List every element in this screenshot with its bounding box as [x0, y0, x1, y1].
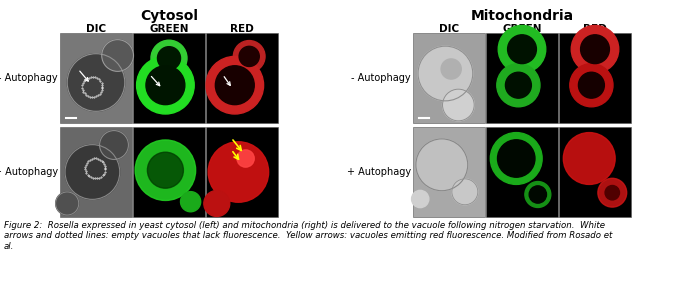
Text: RED: RED: [230, 24, 254, 34]
Circle shape: [65, 145, 120, 199]
Circle shape: [571, 26, 619, 73]
Text: DIC: DIC: [439, 24, 459, 34]
Text: GREEN: GREEN: [503, 24, 542, 34]
Circle shape: [416, 139, 468, 191]
Bar: [559, 33, 631, 123]
Circle shape: [570, 64, 613, 107]
Circle shape: [204, 191, 230, 216]
Text: + Autophagy: + Autophagy: [347, 167, 411, 177]
Circle shape: [135, 140, 196, 200]
Text: Mitochondria: Mitochondria: [470, 9, 574, 23]
Circle shape: [146, 66, 185, 105]
Circle shape: [206, 56, 264, 114]
Circle shape: [233, 41, 265, 72]
Text: + Autophagy: + Autophagy: [0, 167, 58, 177]
Text: Cytosol: Cytosol: [140, 9, 198, 23]
Text: Figure 2:  Rosella expressed in yeast cytosol (left) and mitochondria (right) is: Figure 2: Rosella expressed in yeast cyt…: [4, 221, 612, 251]
Circle shape: [498, 140, 535, 177]
Bar: [60, 127, 132, 217]
Circle shape: [239, 46, 259, 67]
Bar: [133, 33, 205, 123]
Bar: [486, 127, 558, 217]
Circle shape: [579, 72, 605, 98]
Circle shape: [102, 40, 134, 71]
Bar: [413, 33, 485, 123]
Text: - Autophagy: - Autophagy: [0, 73, 58, 83]
Circle shape: [157, 47, 180, 70]
Circle shape: [490, 132, 542, 185]
Bar: [206, 33, 278, 123]
Circle shape: [151, 40, 187, 76]
Circle shape: [498, 26, 546, 73]
Bar: [486, 33, 558, 123]
Circle shape: [99, 131, 129, 160]
Circle shape: [507, 35, 536, 64]
Circle shape: [147, 152, 183, 188]
Bar: [413, 127, 485, 217]
Bar: [133, 127, 205, 217]
Circle shape: [237, 150, 254, 167]
Circle shape: [452, 179, 478, 205]
Circle shape: [67, 54, 125, 111]
Text: GREEN: GREEN: [150, 24, 189, 34]
Circle shape: [215, 66, 254, 105]
Bar: [559, 127, 631, 217]
Bar: [206, 127, 278, 217]
Text: DIC: DIC: [86, 24, 106, 34]
Text: RED: RED: [583, 24, 607, 34]
Circle shape: [56, 192, 79, 215]
Text: - Autophagy: - Autophagy: [352, 73, 411, 83]
Circle shape: [136, 56, 194, 114]
Circle shape: [581, 35, 610, 64]
Circle shape: [563, 132, 615, 185]
Circle shape: [525, 182, 551, 207]
Circle shape: [497, 64, 540, 107]
Circle shape: [180, 192, 201, 212]
Circle shape: [441, 59, 461, 79]
Circle shape: [442, 89, 474, 121]
Bar: [60, 33, 132, 123]
Circle shape: [208, 142, 268, 202]
Circle shape: [529, 186, 547, 203]
Circle shape: [418, 46, 473, 101]
Circle shape: [505, 72, 531, 98]
Circle shape: [598, 178, 627, 207]
Circle shape: [412, 190, 429, 208]
Circle shape: [605, 185, 619, 200]
